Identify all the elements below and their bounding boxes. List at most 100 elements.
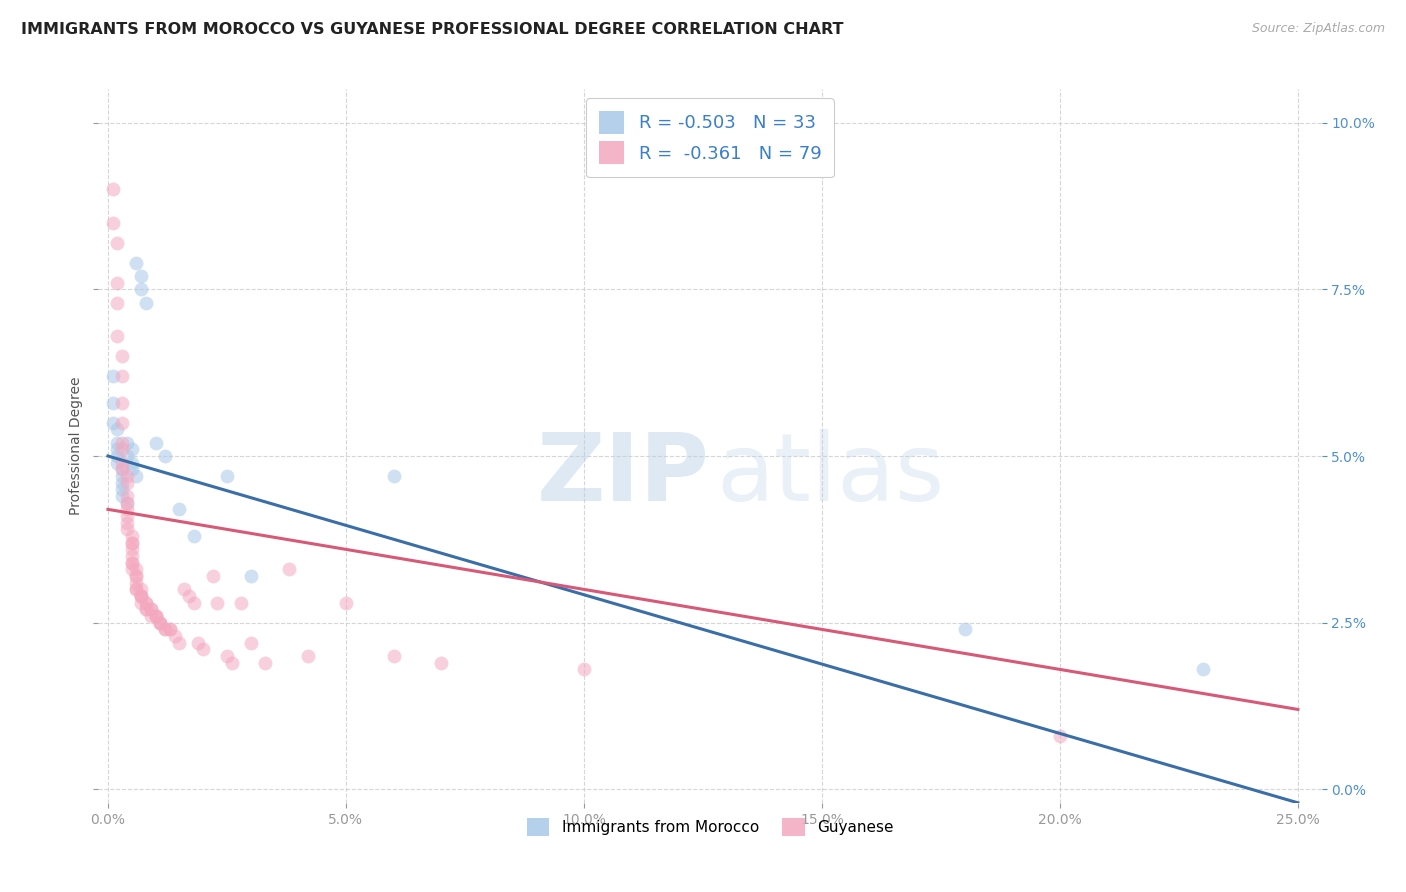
Point	[111, 416, 134, 430]
Point	[121, 556, 143, 570]
Point	[121, 542, 143, 557]
Point	[169, 502, 191, 516]
Point	[101, 416, 124, 430]
Text: Source: ZipAtlas.com: Source: ZipAtlas.com	[1251, 22, 1385, 36]
Point	[121, 556, 143, 570]
Point	[125, 582, 148, 597]
Point	[953, 623, 976, 637]
Point	[111, 442, 134, 457]
Point	[125, 469, 148, 483]
Point	[169, 636, 191, 650]
Point	[159, 623, 181, 637]
Point	[101, 182, 124, 196]
Point	[125, 569, 148, 583]
Point	[191, 642, 214, 657]
Point	[125, 569, 148, 583]
Point	[107, 442, 129, 457]
Point	[115, 509, 138, 524]
Point	[107, 435, 129, 450]
Point	[572, 662, 595, 676]
Point	[153, 449, 176, 463]
Point	[129, 589, 152, 603]
Point	[145, 609, 167, 624]
Point	[335, 596, 357, 610]
Point	[239, 569, 262, 583]
Point	[101, 395, 124, 409]
Point	[121, 529, 143, 543]
Point	[115, 516, 138, 530]
Point	[129, 268, 152, 283]
Point	[135, 596, 157, 610]
Point	[115, 496, 138, 510]
Text: IMMIGRANTS FROM MOROCCO VS GUYANESE PROFESSIONAL DEGREE CORRELATION CHART: IMMIGRANTS FROM MOROCCO VS GUYANESE PROF…	[21, 22, 844, 37]
Point	[183, 596, 205, 610]
Point	[115, 502, 138, 516]
Point	[135, 602, 157, 616]
Point	[101, 216, 124, 230]
Point	[111, 489, 134, 503]
Point	[277, 562, 299, 576]
Point	[125, 255, 148, 269]
Point	[159, 623, 181, 637]
Point	[201, 569, 224, 583]
Point	[297, 649, 319, 664]
Text: ZIP: ZIP	[537, 428, 710, 521]
Point	[430, 656, 453, 670]
Point	[215, 649, 238, 664]
Point	[215, 469, 238, 483]
Point	[111, 435, 134, 450]
Point	[107, 456, 129, 470]
Point	[149, 615, 172, 630]
Point	[153, 623, 176, 637]
Point	[145, 609, 167, 624]
Point	[107, 295, 129, 310]
Point	[139, 602, 162, 616]
Point	[135, 596, 157, 610]
Point	[129, 596, 152, 610]
Point	[382, 469, 405, 483]
Point	[111, 462, 134, 476]
Point	[129, 589, 152, 603]
Point	[231, 596, 253, 610]
Point	[111, 395, 134, 409]
Point	[111, 349, 134, 363]
Point	[115, 435, 138, 450]
Point	[1191, 662, 1213, 676]
Point	[163, 629, 186, 643]
Y-axis label: Professional Degree: Professional Degree	[69, 376, 83, 516]
Point	[239, 636, 262, 650]
Point	[125, 575, 148, 590]
Point	[121, 535, 143, 549]
Point	[382, 649, 405, 664]
Point	[187, 636, 209, 650]
Point	[111, 483, 134, 497]
Point	[107, 449, 129, 463]
Point	[125, 562, 148, 576]
Legend: Immigrants from Morocco, Guyanese: Immigrants from Morocco, Guyanese	[515, 805, 905, 848]
Point	[153, 623, 176, 637]
Point	[135, 602, 157, 616]
Point	[121, 535, 143, 549]
Point	[101, 368, 124, 383]
Point	[111, 462, 134, 476]
Point	[221, 656, 243, 670]
Point	[129, 589, 152, 603]
Point	[111, 469, 134, 483]
Point	[139, 609, 162, 624]
Point	[1049, 729, 1071, 743]
Point	[115, 496, 138, 510]
Point	[135, 295, 157, 310]
Point	[121, 462, 143, 476]
Point	[111, 475, 134, 490]
Point	[111, 368, 134, 383]
Point	[129, 282, 152, 296]
Text: atlas: atlas	[716, 428, 945, 521]
Point	[107, 276, 129, 290]
Point	[145, 435, 167, 450]
Point	[115, 489, 138, 503]
Point	[149, 615, 172, 630]
Point	[107, 235, 129, 250]
Point	[115, 522, 138, 536]
Point	[115, 469, 138, 483]
Point	[115, 475, 138, 490]
